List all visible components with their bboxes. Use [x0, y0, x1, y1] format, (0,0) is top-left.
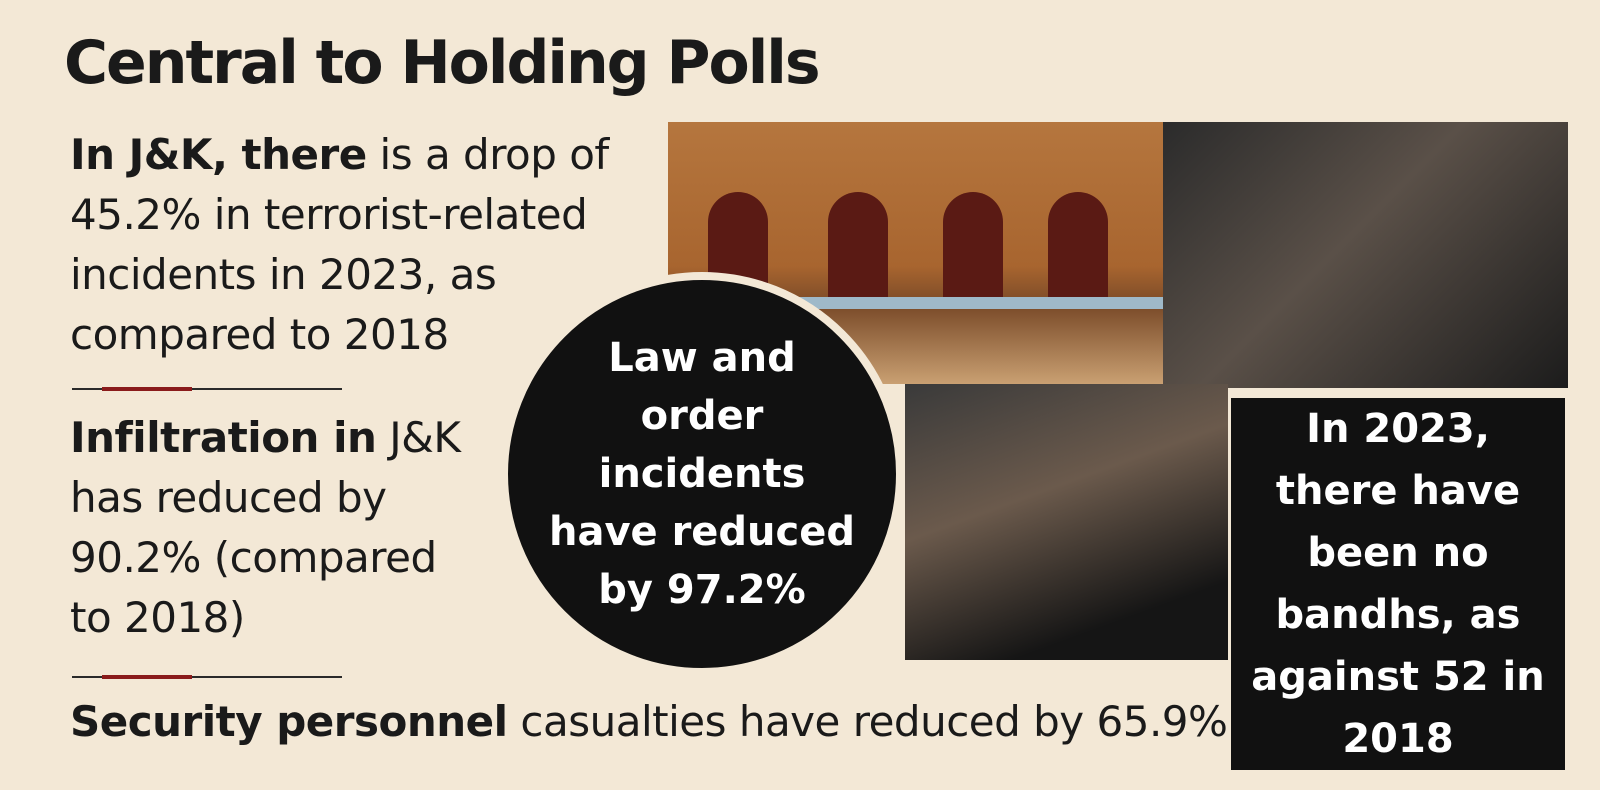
fact-text: is a drop of 45.2% in terrorist-related … — [70, 130, 609, 359]
photo-lawyers — [1163, 122, 1568, 388]
fact-text: casualties have reduced by 65.9% — [507, 697, 1228, 746]
fact: Security personnel casualties have reduc… — [70, 692, 1228, 752]
chair — [943, 192, 1003, 302]
callout-text: Law and order incidents have reduced by … — [548, 335, 856, 613]
photo-lawyers — [905, 384, 1228, 660]
callout-text: In 2023, there have been no bandhs, as a… — [1251, 406, 1545, 762]
divider — [72, 675, 342, 679]
fact: In J&K, there is a drop of 45.2% in terr… — [70, 125, 630, 365]
callout-box: In 2023, there have been no bandhs, as a… — [1228, 395, 1568, 773]
photo-courtroom — [668, 122, 1163, 384]
fact: Infiltration in J&K has reduced by 90.2%… — [70, 408, 490, 648]
chair — [828, 192, 888, 302]
fact-bold: Infiltration in — [70, 413, 377, 462]
fact-bold: In J&K, there — [70, 130, 367, 179]
callout-circle: Law and order incidents have reduced by … — [500, 272, 904, 676]
chair — [1048, 192, 1108, 302]
title: Central to Holding Polls — [64, 28, 821, 98]
fact-text: J&K has reduced by 90.2% (compared to 20… — [70, 413, 461, 642]
fact-bold: Security personnel — [70, 697, 508, 746]
divider — [72, 387, 342, 391]
